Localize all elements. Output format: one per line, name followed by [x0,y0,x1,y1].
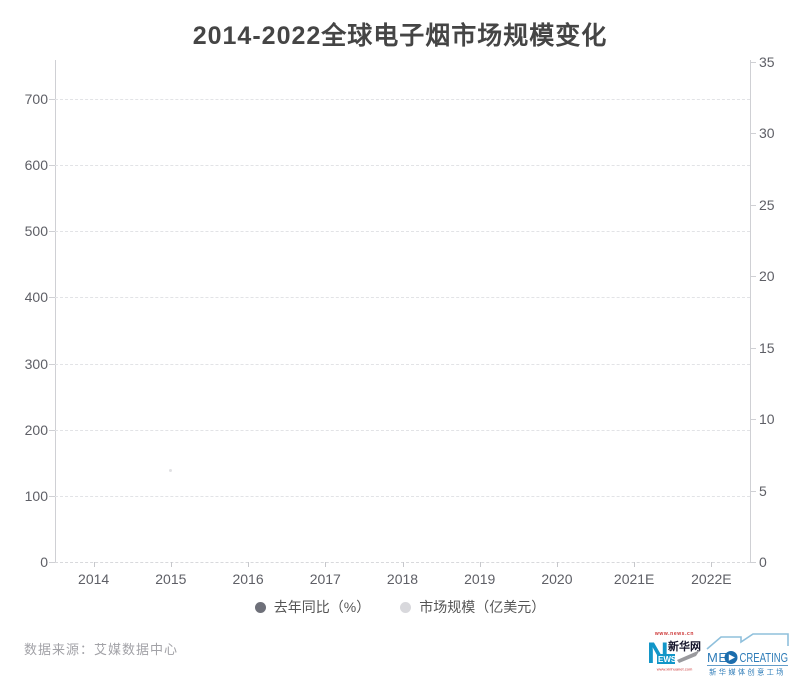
y-axis-right-line [750,60,751,562]
y-axis-left-tick [49,495,55,497]
y-axis-left-label: 400 [24,289,48,306]
y-axis-right-tick [750,133,756,135]
medcreating-word-left: ME [707,650,728,665]
x-axis-label: 2014 [78,571,110,587]
y-axis-right-tick [750,490,756,492]
x-axis-tick [634,562,636,567]
y-axis-right-tick [750,204,756,206]
y-axis-right-label: 20 [759,268,775,285]
x-axis-label: 2019 [464,571,496,587]
x-axis-tick [711,562,713,567]
x-axis-label: 2021E [613,571,655,587]
medcreating-play-triangle-icon [728,654,735,661]
y-axis-right-tick [750,562,756,563]
y-axis-right-label: 35 [759,54,775,70]
x-axis-label: 2015 [155,571,187,587]
medcreating-roof-icon [706,633,789,650]
y-axis-right-label: 25 [759,196,775,213]
gridline [55,231,750,233]
y-axis-left-tick [49,297,55,299]
y-axis-left-label: 700 [24,91,48,107]
x-axis-label: 2022E [691,571,732,587]
y-axis-right-tick [750,419,756,421]
legend-item-yoy[interactable]: 去年同比（%） [254,597,371,617]
chart-title: 2014-2022全球电子烟市场规模变化 [192,22,608,50]
xinhuanet-n-letter: N [647,637,669,670]
faint-data-point [169,469,172,472]
y-axis-right-label: 0 [759,554,767,570]
xinhuanet-url-top: www.news.cn [654,631,694,637]
legend-marker-yoy-icon [254,601,266,613]
xinhuanet-logo: www.news.cn N EWS 新华网 www.xinhuanet.com [647,631,701,672]
x-axis-label: 2018 [386,571,419,587]
y-axis-left-label: 500 [24,223,48,240]
y-axis-left-label: 300 [24,355,48,372]
y-axis-right-label: 15 [759,339,775,356]
y-axis-right-label: 10 [759,411,775,428]
legend-label-market-size: 市场规模（亿美元） [419,599,546,615]
x-axis-label: 2016 [232,571,264,587]
gridline [55,495,750,497]
medcreating-logo: ME CREATING 新华媒体创意工场 [706,633,789,677]
y-axis-right-label: 5 [759,482,767,499]
y-axis-right-label: 30 [759,125,775,142]
y-axis-left-label: 100 [24,487,48,504]
legend-marker-market-icon [400,601,412,613]
gridline [55,363,750,365]
xinhuanet-url-bottom: www.xinhuanet.com [657,667,693,672]
x-axis-tick [479,562,481,567]
y-axis-left-label: 0 [40,554,48,570]
x-axis-tick [556,562,558,567]
y-axis-right-tick [750,347,756,349]
medcreating-subtitle: 新华媒体创意工场 [709,668,786,677]
y-axis-right-tick [750,276,756,278]
x-axis-tick [170,562,172,567]
chart-legend: 去年同比（%） 市场规模（亿美元） [0,597,800,617]
y-axis-left-line [55,60,56,562]
gridline [55,99,750,100]
y-axis-left-label: 600 [24,157,48,174]
x-axis-label: 2020 [541,571,573,587]
y-axis-left-tick [49,562,55,563]
xinhuanet-site-name: 新华网 [668,639,701,653]
y-axis-left-tick [49,231,55,233]
x-axis-label: 2017 [309,571,341,587]
x-axis-tick [325,562,327,567]
legend-label-yoy: 去年同比（%） [273,599,371,615]
medcreating-word-right: CREATING [740,650,789,665]
y-axis-left-tick [49,99,55,100]
gridline [55,165,750,167]
xinhuanet-news-box [657,654,675,664]
gridline [55,429,750,431]
x-axis-tick [248,562,250,567]
legend-item-market-size[interactable]: 市场规模（亿美元） [400,597,545,617]
y-axis-left-tick [49,165,55,167]
xinhuanet-pen-swoosh-icon [677,650,700,663]
xinhuanet-news-word: EWS [658,655,677,664]
gridline [55,297,750,299]
x-axis-tick [402,562,404,567]
x-axis-tick [93,562,95,567]
y-axis-right-tick [750,62,756,63]
data-source-note: 数据来源：艾媒数据中心 [24,642,179,657]
y-axis-left-tick [49,429,55,431]
y-axis-left-label: 200 [24,421,48,438]
y-axis-left-tick [49,363,55,365]
